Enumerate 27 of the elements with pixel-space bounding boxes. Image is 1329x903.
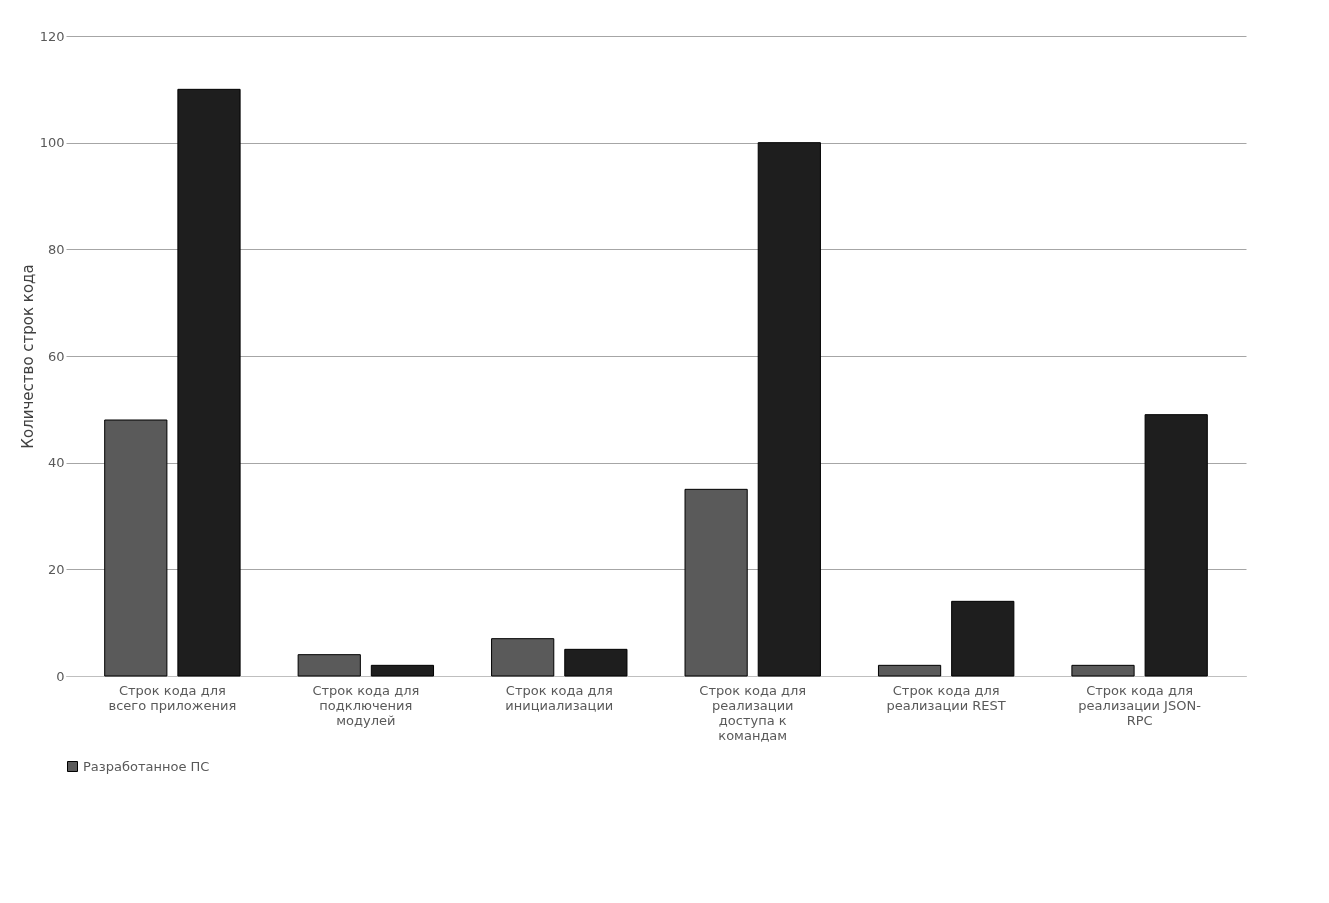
bar	[297, 654, 361, 677]
bar	[951, 600, 1015, 677]
y-axis-title: Количество строк кода	[18, 264, 37, 449]
bar	[104, 419, 168, 677]
bar	[564, 648, 628, 677]
y-tick-label: 0	[56, 668, 65, 684]
y-tick-label: 20	[47, 561, 65, 577]
bar	[1071, 664, 1135, 677]
y-tick-label: 100	[39, 135, 65, 151]
bar	[684, 488, 748, 677]
x-tick-label: Строк кода для подключения модулей	[312, 682, 420, 728]
y-tick-label: 80	[47, 241, 65, 257]
bar	[1144, 414, 1208, 677]
y-tick-label: 60	[47, 348, 65, 364]
bar	[491, 638, 555, 677]
x-tick-label: Строк кода для реализации доступа к командам	[699, 682, 807, 743]
legend-label: Разработанное ПС	[83, 758, 210, 774]
x-tick-label: Строк кода для реализации REST	[886, 682, 1006, 713]
bar	[177, 88, 241, 677]
x-tick-label: Строк кода для реализации JSON-RPC	[1078, 682, 1202, 728]
y-tick-label: 40	[47, 455, 65, 471]
x-tick-label: Строк кода для инициализации	[505, 682, 614, 713]
x-tick-label: Строк кода для всего приложения	[108, 682, 237, 713]
y-tick-label: 120	[39, 28, 65, 44]
bar	[877, 664, 942, 677]
bar	[757, 142, 821, 677]
bar	[370, 664, 435, 677]
